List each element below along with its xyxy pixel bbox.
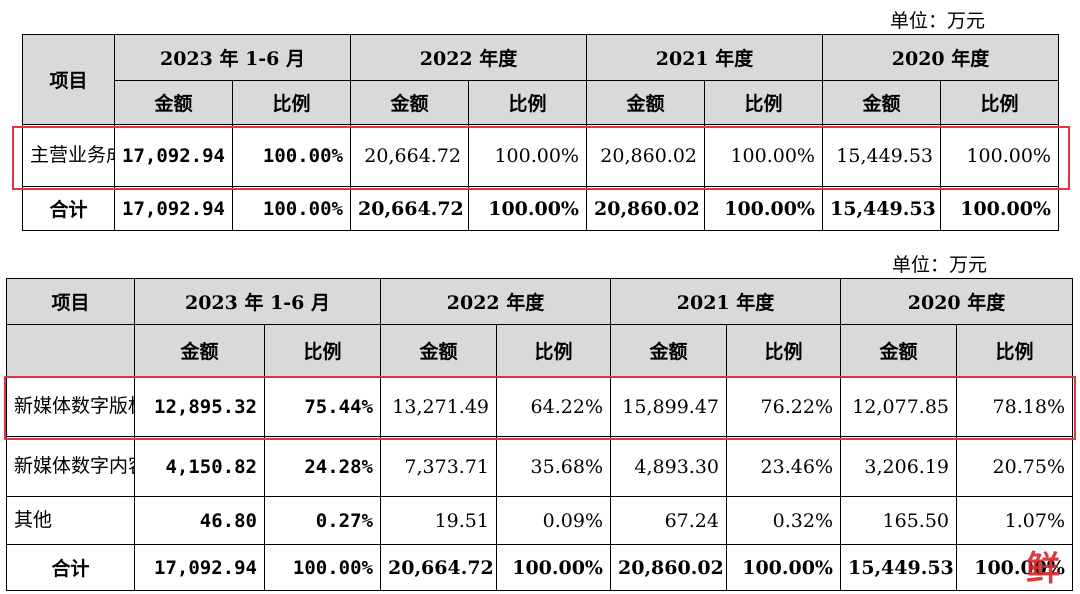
- amount-header: 金额: [822, 80, 941, 125]
- amount-header: 金额: [586, 80, 705, 125]
- amount-header: 金额: [134, 324, 265, 377]
- row-label: 主营业务成本: [22, 124, 115, 187]
- cell-value: 17,092.94: [114, 124, 233, 187]
- amount-header: 金额: [840, 324, 957, 377]
- period-header: 2020 年度: [822, 34, 1059, 81]
- cell-value: 12,895.32: [134, 376, 265, 437]
- amount-header: 金额: [114, 80, 233, 125]
- cell-value: 20,860.02: [586, 124, 705, 187]
- cell-value: 15,449.53: [822, 124, 941, 187]
- cell-value: 100.00%: [468, 124, 587, 187]
- unit-label-1: 单位：万元: [890, 10, 986, 32]
- cell-value: 100.00%: [496, 544, 611, 591]
- cell-value: 100.00%: [704, 124, 823, 187]
- amount-header: 金额: [380, 324, 497, 377]
- cell-value: 19.51: [380, 496, 497, 545]
- ratio-header: 比例: [264, 324, 381, 377]
- cell-value: 100.00%: [940, 124, 1059, 187]
- revenue-breakdown-table: 项目 2023 年 1-6 月 2022 年度 2021 年度 2020 年度 …: [6, 278, 1073, 591]
- table-row: 新媒体数字内容提供 4,150.82 24.28% 7,373.71 35.68…: [6, 436, 1073, 497]
- ratio-header: 比例: [726, 324, 841, 377]
- item-header: 项目: [6, 278, 135, 325]
- cell-value: 12,077.85: [840, 376, 957, 437]
- cell-value: 100.00%: [468, 186, 587, 231]
- cell-value: 100.00%: [232, 186, 351, 231]
- ratio-header: 比例: [496, 324, 611, 377]
- period-header: 2020 年度: [840, 278, 1073, 325]
- unit-label-2: 单位：万元: [892, 254, 988, 276]
- cell-value: 20.75%: [956, 436, 1073, 497]
- cell-value: 100.00%: [704, 186, 823, 231]
- ratio-header: 比例: [940, 80, 1059, 125]
- item-header: 项目: [22, 34, 115, 125]
- cell-value: 0.27%: [264, 496, 381, 545]
- cell-value: 7,373.71: [380, 436, 497, 497]
- row-label: 新媒体数字版权分销: [6, 376, 135, 437]
- cell-value: 24.28%: [264, 436, 381, 497]
- amount-header: 金额: [610, 324, 727, 377]
- cell-value: 100.00%: [264, 544, 381, 591]
- cell-value: 165.50: [840, 496, 957, 545]
- cell-value: 3,206.19: [840, 436, 957, 497]
- cell-value: 4,893.30: [610, 436, 727, 497]
- cell-value: 1.07%: [956, 496, 1073, 545]
- cell-value: 15,449.53: [840, 544, 957, 591]
- empty-header-cell: [6, 324, 135, 377]
- cell-value: 0.09%: [496, 496, 611, 545]
- cell-value: 4,150.82: [134, 436, 265, 497]
- ratio-header: 比例: [704, 80, 823, 125]
- table-row: 其他 46.80 0.27% 19.51 0.09% 67.24 0.32% 1…: [6, 496, 1073, 545]
- cell-value: 13,271.49: [380, 376, 497, 437]
- amount-header: 金额: [350, 80, 469, 125]
- row-label: 新媒体数字内容提供: [6, 436, 135, 497]
- ratio-header: 比例: [468, 80, 587, 125]
- total-label: 合计: [22, 186, 115, 231]
- cell-value: 20,664.72: [380, 544, 497, 591]
- cell-value: 46.80: [134, 496, 265, 545]
- cell-value: 20,664.72: [350, 124, 469, 187]
- cell-value: 23.46%: [726, 436, 841, 497]
- period-header: 2022 年度: [350, 34, 587, 81]
- total-row: 合计 17,092.94 100.00% 20,664.72 100.00% 2…: [6, 544, 1073, 591]
- total-row: 合计 17,092.94 100.00% 20,664.72 100.00% 2…: [22, 186, 1059, 231]
- cell-value: 67.24: [610, 496, 727, 545]
- cell-value: 15,449.53: [822, 186, 941, 231]
- period-header: 2023 年 1-6 月: [114, 34, 351, 81]
- period-header: 2022 年度: [380, 278, 611, 325]
- cell-value: 17,092.94: [114, 186, 233, 231]
- total-label: 合计: [6, 544, 135, 591]
- cell-value: 76.22%: [726, 376, 841, 437]
- cost-table: 项目 2023 年 1-6 月 2022 年度 2021 年度 2020 年度 …: [22, 34, 1059, 231]
- row-label: 其他: [6, 496, 135, 545]
- cell-value: 100.00%: [956, 544, 1073, 591]
- cell-value: 100.00%: [940, 186, 1059, 231]
- cell-value: 100.00%: [232, 124, 351, 187]
- cell-value: 64.22%: [496, 376, 611, 437]
- period-header: 2021 年度: [586, 34, 823, 81]
- watermark-logo: 鲜: [1026, 549, 1062, 589]
- table-row: 主营业务成本 17,092.94 100.00% 20,664.72 100.0…: [22, 124, 1059, 187]
- cell-value: 78.18%: [956, 376, 1073, 437]
- cell-value: 20,860.02: [586, 186, 705, 231]
- cell-value: 17,092.94: [134, 544, 265, 591]
- table-row: 新媒体数字版权分销 12,895.32 75.44% 13,271.49 64.…: [6, 376, 1073, 437]
- cell-value: 20,860.02: [610, 544, 727, 591]
- cell-value: 35.68%: [496, 436, 611, 497]
- ratio-header: 比例: [956, 324, 1073, 377]
- cell-value: 75.44%: [264, 376, 381, 437]
- cell-value: 100.00%: [726, 544, 841, 591]
- ratio-header: 比例: [232, 80, 351, 125]
- period-header: 2021 年度: [610, 278, 841, 325]
- cell-value: 20,664.72: [350, 186, 469, 231]
- cell-value: 15,899.47: [610, 376, 727, 437]
- cell-value: 0.32%: [726, 496, 841, 545]
- period-header: 2023 年 1-6 月: [134, 278, 381, 325]
